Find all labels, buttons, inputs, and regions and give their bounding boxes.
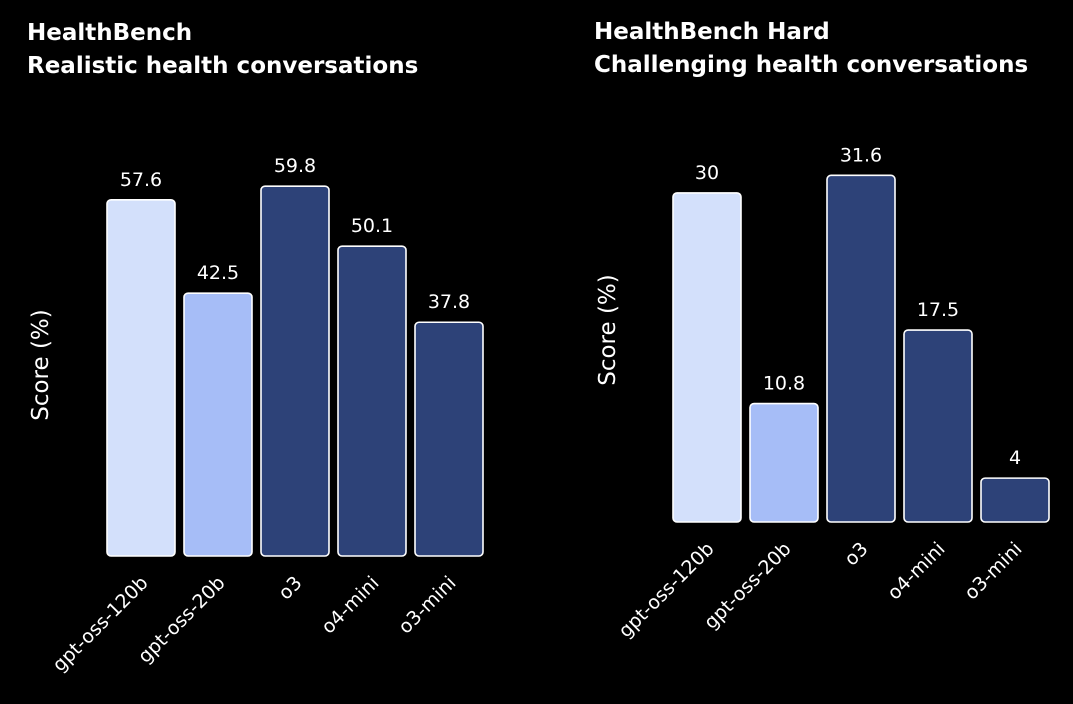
bar-gpt-oss-20b xyxy=(183,292,253,557)
chart-title: HealthBench Hard xyxy=(594,19,830,45)
bar-o3 xyxy=(260,185,330,557)
bar-value-label: 59.8 xyxy=(274,155,316,177)
chart-title: HealthBench xyxy=(27,20,193,46)
x-tick-label: o3 xyxy=(840,538,872,570)
x-tick-label: o4-mini xyxy=(317,572,383,638)
bar-value-label: 17.5 xyxy=(917,299,959,321)
y-axis-label: Score (%) xyxy=(595,274,621,386)
bar-value-label: 30 xyxy=(695,162,719,184)
bar-gpt-oss-120b xyxy=(106,199,176,557)
x-tick-label: gpt-oss-120b xyxy=(48,572,152,676)
y-axis-label: Score (%) xyxy=(28,309,54,421)
bar-chart-healthbench: Score (%)57.6gpt-oss-120b42.5gpt-oss-20b… xyxy=(28,155,484,676)
bar-gpt-oss-120b xyxy=(672,192,742,523)
x-tick-label: o3-mini xyxy=(960,538,1026,604)
bar-o3-mini xyxy=(980,477,1050,523)
bar-gpt-oss-20b xyxy=(749,402,819,523)
bar-value-label: 37.8 xyxy=(428,291,470,313)
bar-chart-healthbench-hard: Score (%)30gpt-oss-120b10.8gpt-oss-20b31… xyxy=(595,144,1050,642)
chart-panel-healthbench-hard: HealthBench Hard Challenging health conv… xyxy=(536,0,1073,704)
bar-value-label: 57.6 xyxy=(120,169,162,191)
x-tick-label: o3-mini xyxy=(394,572,460,638)
bar-value-label: 10.8 xyxy=(763,373,805,395)
x-tick-label: o4-mini xyxy=(883,538,949,604)
bar-value-label: 31.6 xyxy=(840,144,882,166)
chart-subtitle: Realistic health conversations xyxy=(27,53,419,79)
chart-title-block: HealthBench Realistic health conversatio… xyxy=(27,17,418,83)
x-tick-label: gpt-oss-120b xyxy=(614,538,718,642)
bar-o4-mini xyxy=(903,329,973,523)
bar-o4-mini xyxy=(337,245,407,557)
bar-o3-mini xyxy=(414,321,484,557)
chart-title-block: HealthBench Hard Challenging health conv… xyxy=(594,16,1028,82)
x-tick-label: o3 xyxy=(274,572,306,604)
chart-panel-healthbench: HealthBench Realistic health conversatio… xyxy=(0,0,536,704)
bar-value-label: 4 xyxy=(1009,447,1021,469)
bar-value-label: 50.1 xyxy=(351,215,393,237)
bar-o3 xyxy=(826,174,896,523)
bar-value-label: 42.5 xyxy=(197,262,239,284)
chart-subtitle: Challenging health conversations xyxy=(594,52,1029,78)
